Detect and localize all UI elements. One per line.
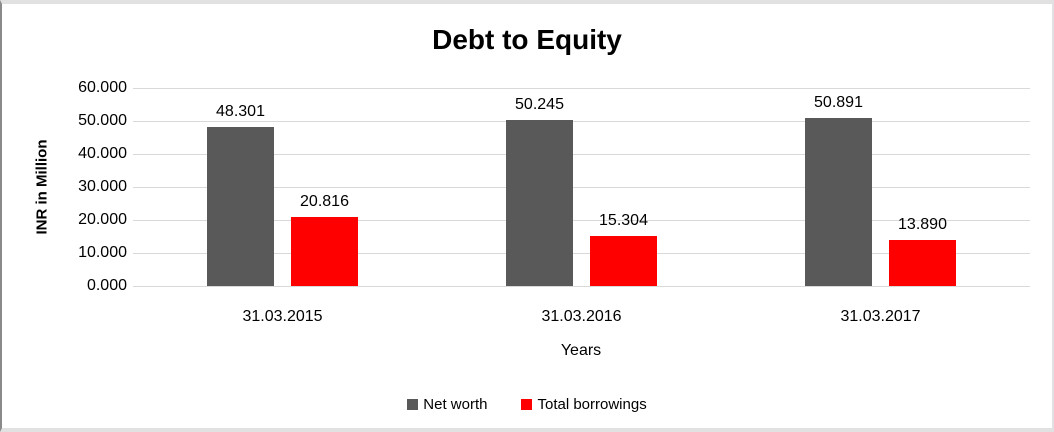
y-tick-label: 20.000 [78, 211, 127, 228]
y-tick-label: 60.000 [78, 79, 127, 96]
bar-value-label: 50.245 [515, 96, 564, 114]
bar-value-label: 15.304 [599, 211, 648, 229]
plot-area: 48.301 20.816 50.245 15.304 50.891 13.890 [133, 87, 1030, 287]
gridline [133, 87, 1030, 89]
bar-total-borrowings [590, 235, 657, 286]
y-tick-label: 40.000 [78, 145, 127, 162]
bar-value-label: 13.890 [898, 216, 947, 234]
bar-total-borrowings [291, 217, 358, 286]
legend-label: Net worth [423, 396, 488, 413]
legend-label: Total borrowings [537, 396, 647, 413]
bar-net-worth [207, 126, 274, 286]
chart-title: Debt to Equity [432, 24, 622, 55]
y-tick-label: 0.000 [86, 277, 127, 294]
gridline [133, 285, 1030, 287]
gridline [133, 219, 1030, 221]
chart-legend: Net worth Total borrowings [2, 396, 1052, 413]
bar-net-worth [805, 118, 872, 286]
legend-item-total-borrowings: Total borrowings [521, 396, 647, 413]
gridline [133, 252, 1030, 254]
bar-value-label: 48.301 [216, 102, 265, 120]
legend-item-net-worth: Net worth [407, 396, 487, 413]
bar-value-label: 20.816 [300, 193, 349, 211]
legend-swatch [407, 399, 419, 410]
y-tick-label: 30.000 [78, 178, 127, 195]
x-category-label: 31.03.2017 [840, 308, 921, 325]
y-tick-label: 50.000 [78, 112, 127, 129]
x-axis-title: Years [560, 342, 602, 359]
bar-value-label: 50.891 [814, 94, 863, 112]
y-axis-ticks: 0.000 10.000 20.000 30.000 40.000 50.000 60.00… [2, 4, 127, 428]
gridline [133, 120, 1030, 122]
gridline [133, 186, 1030, 188]
y-tick-label: 10.000 [78, 244, 127, 261]
bar-net-worth [506, 120, 573, 286]
gridline [133, 153, 1030, 155]
x-category-label: 31.03.2015 [242, 308, 323, 325]
bar-total-borrowings [889, 240, 956, 286]
x-category-label: 31.03.2016 [541, 308, 622, 325]
legend-swatch [521, 399, 533, 410]
